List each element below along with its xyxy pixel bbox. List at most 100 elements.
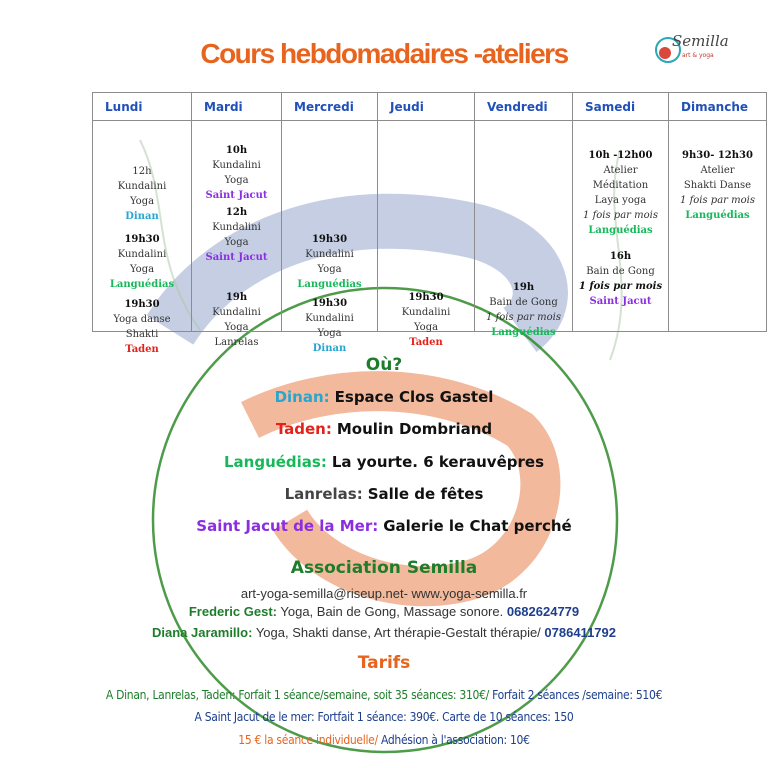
tarifs-heading: Tarifs: [357, 653, 411, 673]
place-town: Dinan:: [274, 388, 330, 406]
semilla-logo: Semilla art & yoga: [648, 22, 729, 68]
logo-swirl-icon: [655, 37, 681, 63]
class-time: 16h: [609, 251, 632, 262]
day-header: Mercredi: [281, 92, 378, 121]
class-location: Languédias: [491, 327, 556, 338]
class-detail: Lanrelas: [214, 337, 259, 348]
class-detail: Yoga: [129, 196, 155, 207]
class-entry: 16h Bain de Gong 1 fois par mois Saint Jacu…: [573, 249, 668, 309]
class-entry: 19h30 Kundalini Yoga Taden: [378, 290, 474, 350]
logo-text: Semilla: [672, 32, 729, 50]
tarif-line-3: 15 € la séance individuelle/ Adhésion à …: [0, 733, 768, 747]
class-detail: Kundalini: [305, 249, 354, 260]
class-entry: 19h30 Kundalini Yoga Dinan: [282, 296, 377, 356]
class-location: Languédias: [297, 279, 362, 290]
tarif-text: A Dinan, Lanrelas, Taden: Forfait 1 séan…: [105, 688, 493, 702]
person-name: Diana Jaramillo:: [152, 625, 253, 640]
day-header: Lundi: [92, 92, 192, 121]
class-location: Taden: [409, 337, 443, 348]
day-cell: 19h Bain de Gong 1 fois par mois Languédias: [474, 120, 573, 338]
class-entry: 10h Kundalini Yoga Saint Jacut: [192, 143, 281, 203]
day-cell: 9h30- 12h30 Atelier Shakti Danse 1 fois par…: [668, 120, 767, 332]
class-entry: 19h30 Kundalini Yoga Languédias: [93, 232, 191, 292]
association-name: Association Semilla: [290, 558, 478, 578]
tarif-line-2: A Saint Jacut de le mer: Fortfait 1 séan…: [194, 710, 574, 724]
class-time: 19h30: [311, 298, 348, 309]
class-location: Saint Jacut: [205, 252, 268, 263]
class-detail: Laya yoga: [594, 195, 647, 206]
tarif-text: Adhésion à l'association: 10€: [380, 733, 530, 747]
place-venue: Galerie le Chat perché: [383, 517, 572, 536]
day-header: Vendredi: [474, 92, 573, 121]
class-detail: Bain de Gong: [586, 266, 655, 277]
class-time: 9h30- 12h30: [682, 150, 753, 161]
class-detail: Yoga: [317, 328, 342, 339]
class-time: 10h -12h00: [588, 150, 653, 161]
day-header: Mardi: [191, 92, 282, 121]
class-detail: Kundalini: [212, 307, 261, 318]
logo-subtext: art & yoga: [682, 52, 714, 59]
class-detail: Atelier: [603, 165, 638, 176]
day-cell: 10h Kundalini Yoga Saint Jacut 12h Kundalini Y…: [191, 120, 282, 348]
class-location: Saint Jacut: [205, 190, 268, 201]
days-header-row: Lundi Mardi Mercredi Jeudi Vendredi Samedi Dim…: [92, 92, 767, 121]
place-town: Taden:: [275, 420, 332, 439]
class-detail: Méditation: [592, 180, 649, 191]
contact-diana: Diana Jaramillo: Yoga, Shakti danse, Art…: [0, 625, 768, 640]
day-header: Samedi: [572, 92, 669, 121]
tarif-text: Forfait 2 séances /semaine: 510€: [492, 688, 663, 702]
class-location: Dinan: [125, 211, 159, 222]
class-time: 19h30: [408, 292, 444, 303]
schedule-row: 12h Kundalini Yoga Dinan 19h30 Kundalini Yoga L…: [92, 120, 767, 355]
class-detail: Kundalini: [117, 181, 167, 192]
class-detail: Yoga danse: [113, 314, 171, 325]
class-detail: Yoga: [317, 264, 342, 275]
class-detail: Kundalini: [401, 307, 451, 318]
day-header: Dimanche: [668, 92, 767, 121]
class-detail: Kundalini: [117, 249, 167, 260]
place-town: Lanrelas:: [284, 484, 363, 503]
class-detail: Yoga: [224, 322, 249, 333]
class-entry: 19h30 Yoga danse Shakti Taden: [93, 297, 191, 357]
association-contact: art-yoga-semilla@riseup.net- www.yoga-se…: [240, 586, 528, 601]
page-title: Cours hebdomadaires -ateliers: [200, 38, 569, 69]
class-detail: Yoga: [129, 264, 155, 275]
day-header: Jeudi: [377, 92, 475, 121]
class-entry: 19h30 Kundalini Yoga Languédias: [282, 232, 377, 292]
class-entry: 10h -12h00 Atelier Méditation Laya yoga 1 fo…: [573, 148, 668, 238]
class-detail: 1 fois par mois: [578, 281, 663, 292]
place-line: Languédias: La yourte. 6 kerauvêpres: [0, 453, 768, 471]
class-time: 19h30: [311, 234, 348, 245]
class-location: Taden: [125, 344, 159, 355]
class-entry: 9h30- 12h30 Atelier Shakti Danse 1 fois par…: [669, 148, 766, 223]
class-detail: Yoga: [224, 175, 249, 186]
class-detail: Yoga: [224, 237, 249, 248]
class-location: Languédias: [685, 210, 750, 221]
class-detail: 1 fois par mois: [486, 312, 561, 323]
class-detail: Shakti Danse: [683, 180, 752, 191]
class-location: Languédias: [588, 225, 653, 236]
place-line: Taden: Moulin Dombriand: [0, 420, 768, 438]
class-detail: Kundalini: [305, 313, 354, 324]
class-detail: 1 fois par mois: [680, 195, 755, 206]
class-entry: 12h Kundalini Yoga Dinan: [93, 164, 191, 224]
place-venue: Espace Clos Gastel: [334, 388, 494, 406]
place-line: Lanrelas: Salle de fêtes: [0, 485, 768, 503]
place-town: Languédias:: [223, 452, 327, 471]
tarif-text: 15 € la séance individuelle/: [238, 733, 381, 747]
class-location: Saint Jacut: [589, 296, 652, 307]
class-entry: 12h Kundalini Yoga Saint Jacut: [192, 205, 281, 265]
class-location: Dinan: [312, 343, 347, 354]
class-time: 19h30: [124, 234, 160, 245]
person-desc: Yoga, Bain de Gong, Massage sonore.: [277, 604, 507, 619]
place-venue: La yourte. 6 kerauvêpres: [331, 452, 544, 471]
person-desc: Yoga, Shakti danse, Art thérapie-Gestalt…: [252, 625, 545, 640]
class-time: 19h: [512, 282, 535, 293]
place-venue: Salle de fêtes: [367, 484, 484, 503]
class-detail: Bain de Gong: [489, 297, 558, 308]
class-detail: Shakti: [125, 329, 159, 340]
contact-frederic: Frederic Gest: Yoga, Bain de Gong, Massa…: [0, 604, 768, 619]
class-detail: Kundalini: [212, 222, 261, 233]
class-detail: 12h: [132, 166, 152, 177]
place-line: Dinan: Espace Clos Gastel: [0, 388, 768, 406]
